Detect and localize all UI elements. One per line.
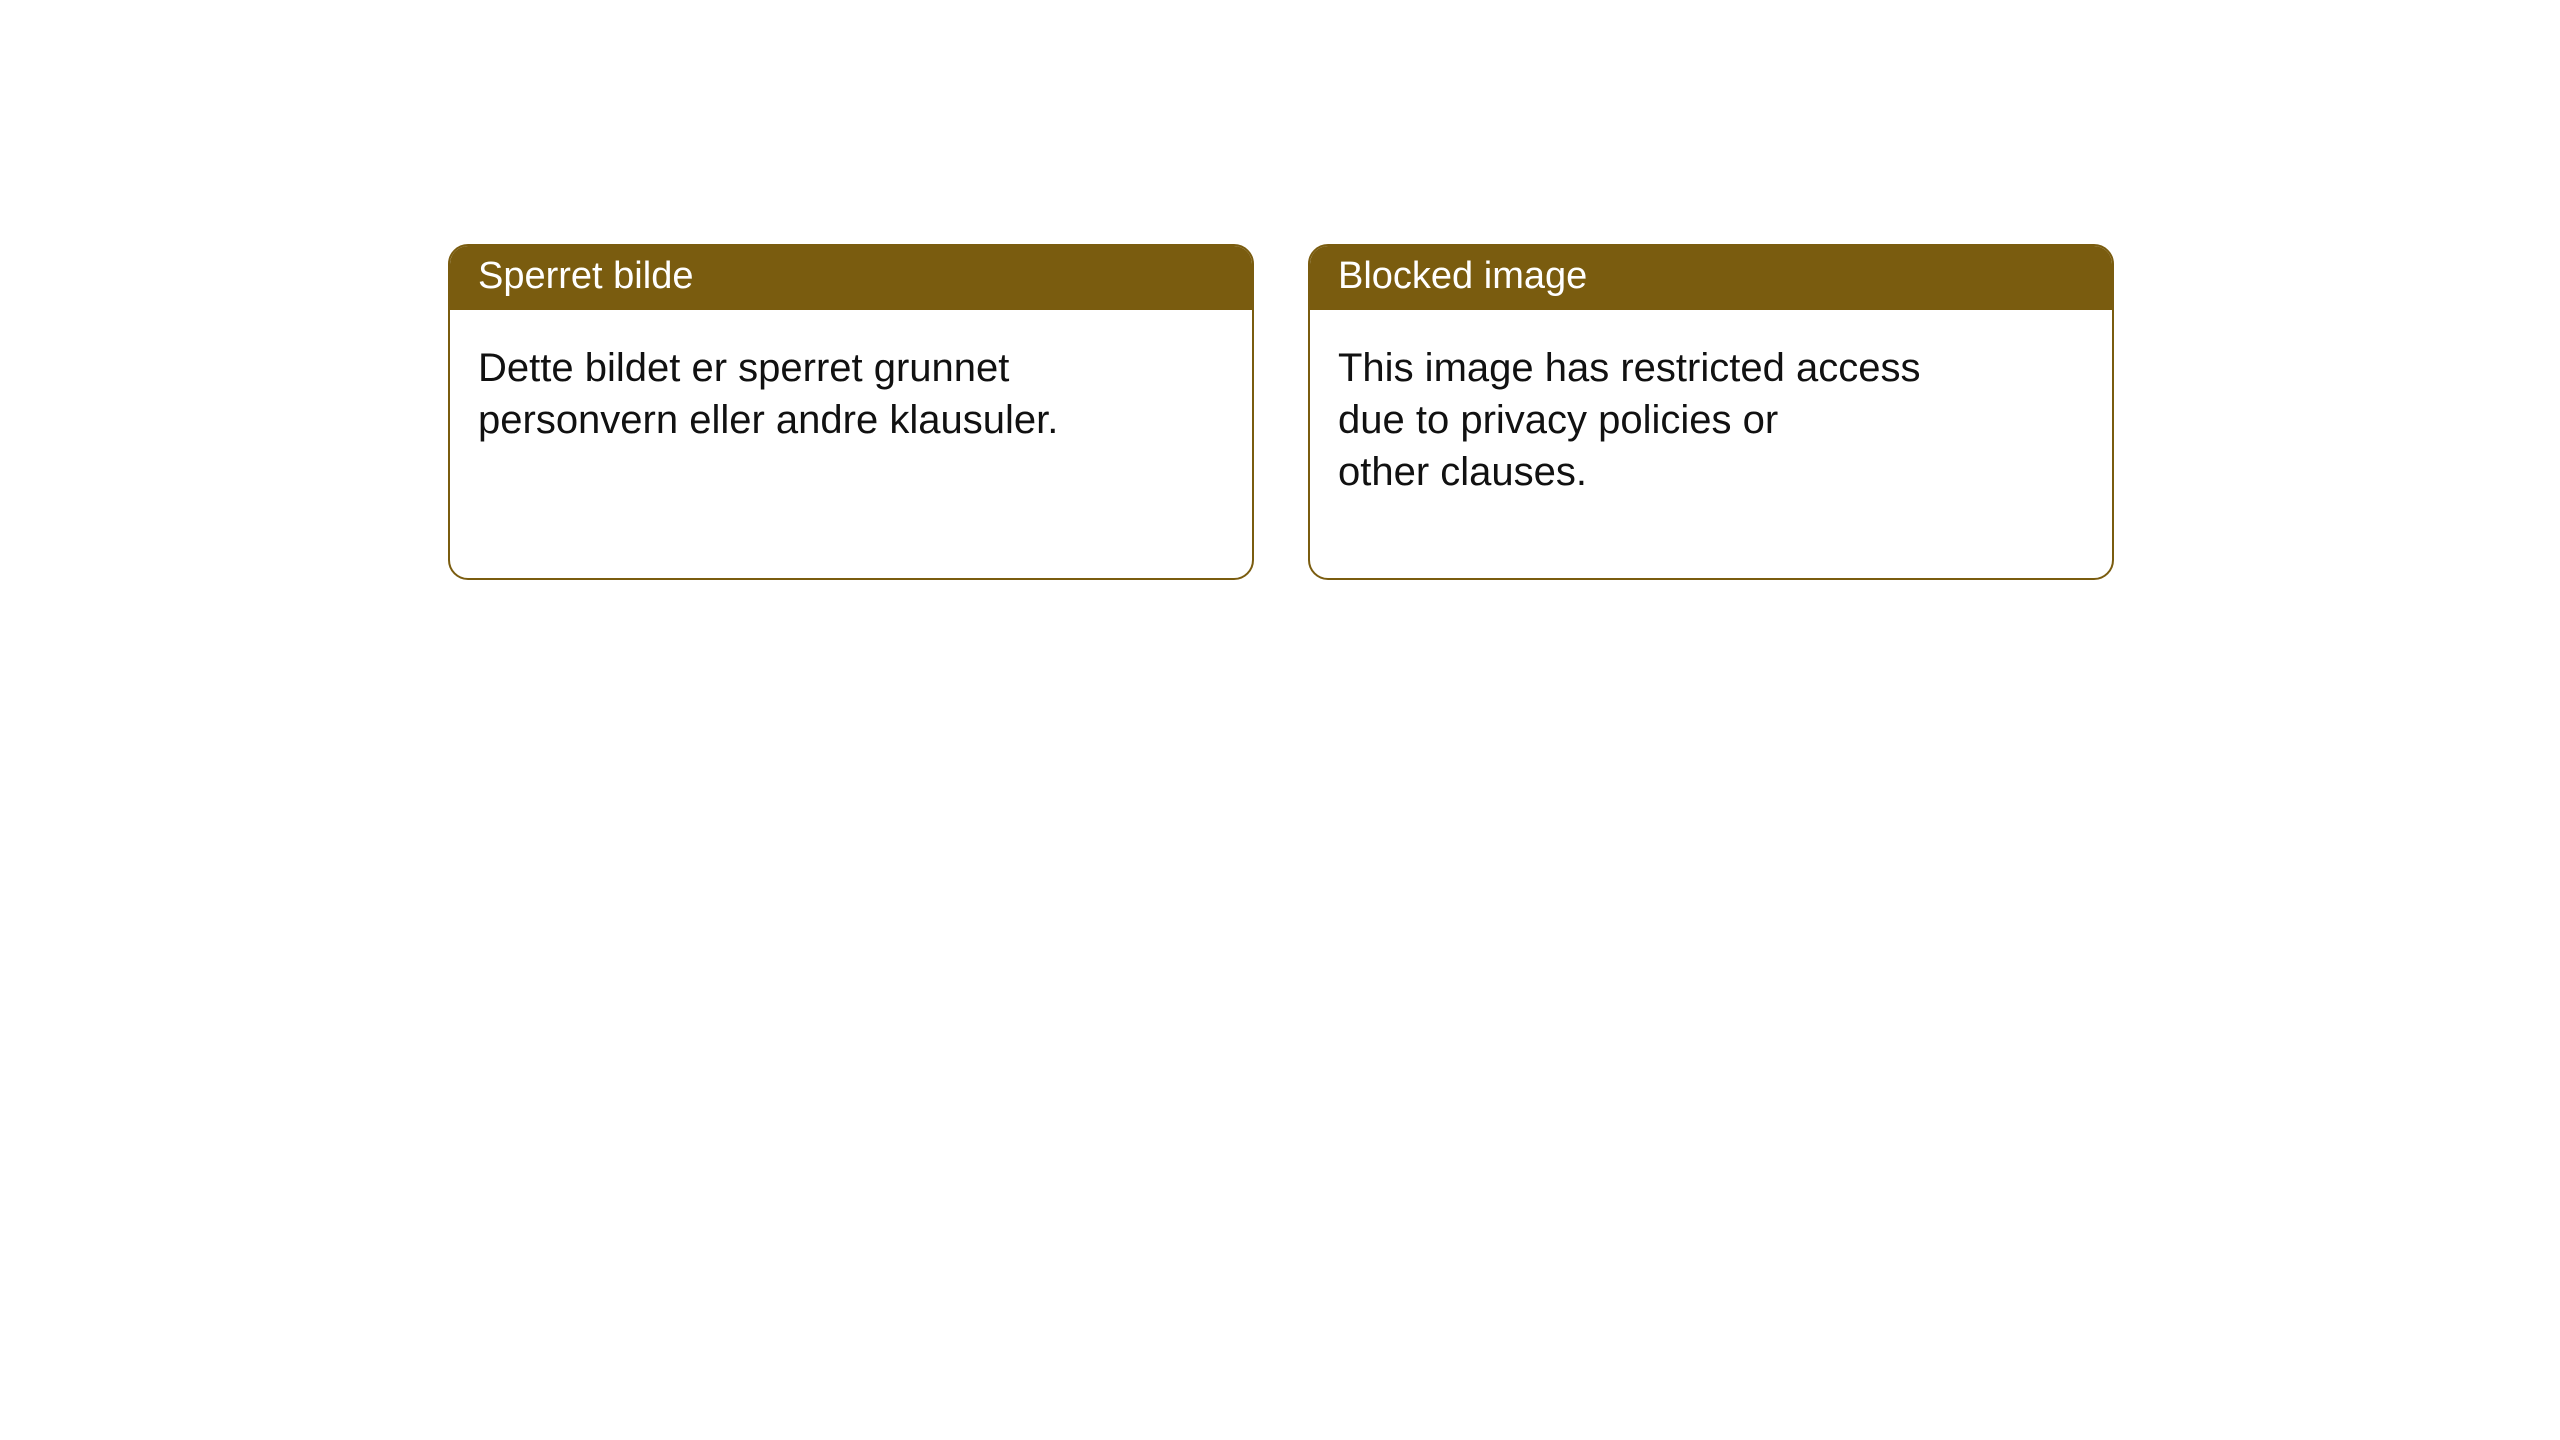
notice-card-left-body: Dette bildet er sperret grunnet personve… <box>450 310 1252 474</box>
notice-row: Sperret bilde Dette bildet er sperret gr… <box>448 244 2114 580</box>
notice-card-left: Sperret bilde Dette bildet er sperret gr… <box>448 244 1254 580</box>
notice-card-right-title: Blocked image <box>1310 246 2112 310</box>
notice-card-right: Blocked image This image has restricted … <box>1308 244 2114 580</box>
notice-card-right-body: This image has restricted access due to … <box>1310 310 2112 526</box>
notice-card-left-title: Sperret bilde <box>450 246 1252 310</box>
